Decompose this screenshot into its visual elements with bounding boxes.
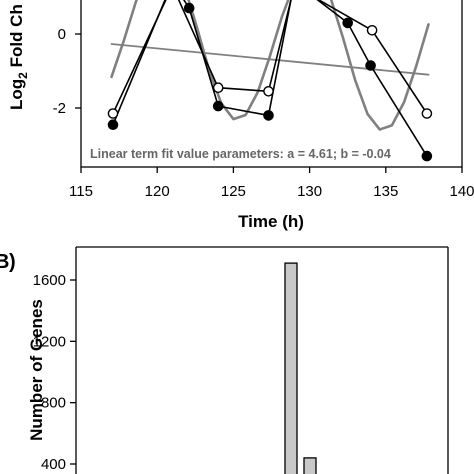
filled-data-point [263, 110, 274, 121]
panel-a-line-chart: 115 120 125 130 135 140 0 -2 Linear term fit v… [7, 0, 474, 231]
panel-a-x-axis-title: Time (h) [238, 212, 304, 231]
linear-trend-line [110, 43, 430, 76]
panel-a-plot-frame [80, 0, 463, 168]
open-data-point [263, 86, 274, 97]
y-title-rest: Fold Ch [7, 4, 26, 72]
y-tick-label: 800 [41, 395, 66, 412]
y-title-main: Log [7, 79, 26, 110]
y-tick-label: 1600 [33, 272, 66, 289]
panel-b-bars [284, 262, 317, 474]
panel-b-letter: B [0, 251, 9, 273]
panel-a-x-ticks: 115 120 125 130 135 140 [69, 167, 474, 200]
y-tick-label: -2 [53, 100, 66, 117]
filled-data-point [421, 150, 433, 162]
filled-series-line [112, 0, 428, 157]
open-data-point [366, 24, 378, 36]
y-tick-label: 1200 [33, 333, 66, 350]
bar [284, 262, 298, 474]
bar [303, 457, 317, 474]
x-tick-label: 140 [449, 183, 474, 200]
x-tick-label: 115 [69, 183, 93, 200]
x-tick-label: 130 [297, 183, 322, 200]
y-tick-label: 400 [41, 456, 66, 473]
filled-data-point [183, 2, 195, 14]
panel-a-data-lines [112, 0, 428, 157]
panel-a-y-ticks: 0 -2 [53, 26, 81, 117]
x-tick-label: 120 [145, 183, 170, 200]
panel-b-bar-chart: B ) 400 800 1200 1600 Number of Genes [0, 246, 449, 474]
filled-data-point [365, 60, 376, 71]
filled-data-point [107, 119, 119, 130]
panel-b-y-ticks: 400 800 1200 1600 [33, 272, 76, 473]
filled-data-point [212, 100, 224, 112]
panel-a-fit-curves [110, 0, 430, 131]
panel-a-data-points [107, 2, 433, 162]
y-tick-label: 0 [58, 26, 66, 43]
open-data-point [107, 108, 119, 119]
sinusoid-fit-line [110, 0, 430, 131]
open-data-point [212, 82, 224, 93]
panel-b-letter-paren: ) [9, 251, 16, 273]
panel-a-y-axis-title: Log2 Fold Ch [7, 4, 30, 110]
open-data-point [421, 108, 433, 119]
y-title-subscript: 2 [16, 72, 30, 79]
x-tick-label: 125 [221, 183, 246, 200]
panel-b-y-axis-title: Number of Genes [27, 299, 46, 441]
panel-a-annotation: Linear term fit value parameters: a = 4.… [90, 147, 391, 161]
filled-data-point [342, 17, 354, 29]
x-tick-label: 135 [373, 183, 398, 200]
